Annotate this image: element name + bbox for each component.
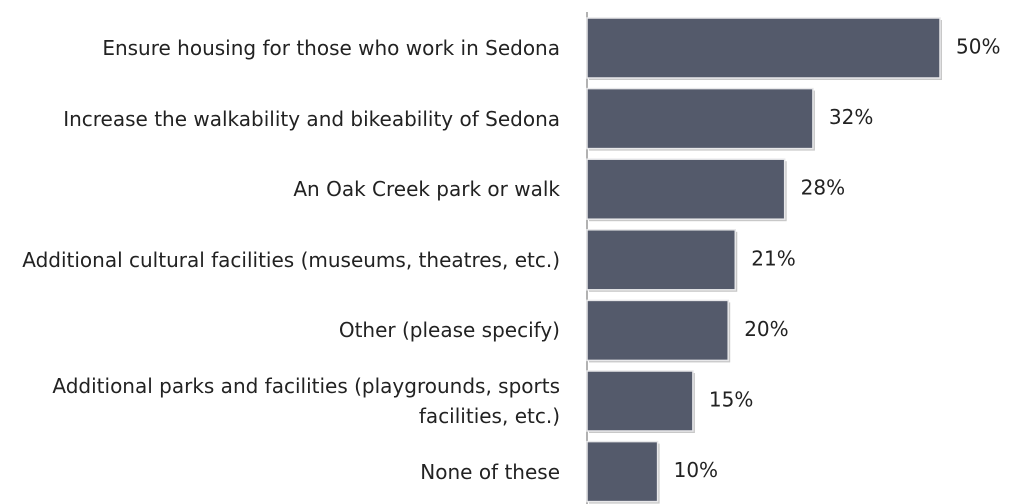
bar bbox=[586, 17, 941, 79]
value-label: 50% bbox=[956, 35, 1000, 59]
value-label: 20% bbox=[744, 317, 788, 341]
category-label: Additional parks and facilities (playgro… bbox=[52, 374, 560, 428]
bar bbox=[586, 229, 737, 291]
bar bbox=[586, 370, 694, 432]
category-label: Additional cultural facilities (museums,… bbox=[22, 247, 560, 272]
bar bbox=[586, 158, 786, 220]
value-label: 28% bbox=[801, 176, 845, 200]
category-label: An Oak Creek park or walk bbox=[293, 177, 560, 202]
category-label: Ensure housing for those who work in Sed… bbox=[102, 36, 560, 60]
bar bbox=[586, 87, 814, 150]
value-label: 21% bbox=[751, 246, 795, 270]
category-label: Other (please specify) bbox=[338, 318, 560, 343]
value-label: 15% bbox=[709, 388, 753, 412]
category-label: Increase the walkability and bikeability… bbox=[63, 106, 560, 131]
category-label: None of these bbox=[420, 459, 560, 484]
value-label: 32% bbox=[829, 105, 873, 129]
bar bbox=[586, 299, 729, 362]
bar bbox=[586, 440, 659, 503]
value-label: 10% bbox=[674, 458, 718, 482]
